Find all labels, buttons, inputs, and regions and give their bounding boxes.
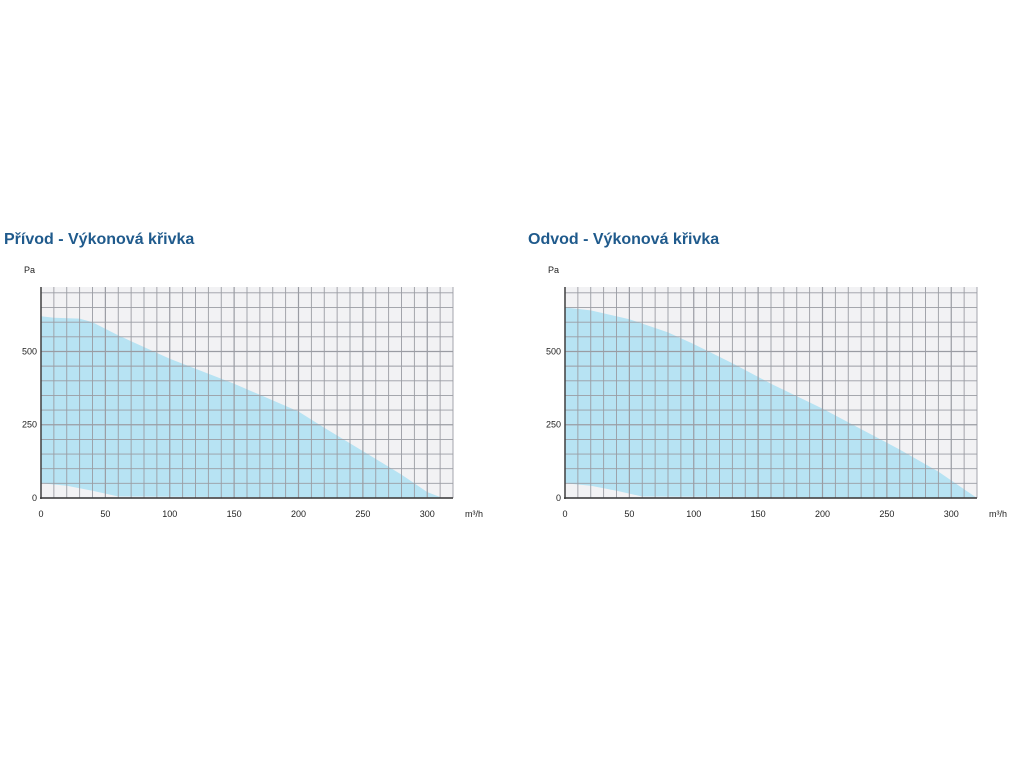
x-tick-label: 300 — [944, 509, 959, 519]
x-tick-label: 250 — [355, 509, 370, 519]
x-tick-label: 100 — [686, 509, 701, 519]
supply-performance-chart: 0 50 100 150 200 250 300 0 250 500 Pa m³/h — [22, 265, 483, 519]
y-tick-label: 250 — [546, 420, 561, 430]
x-tick-label: 250 — [879, 509, 894, 519]
x-tick-label: 300 — [420, 509, 435, 519]
y-tick-label: 0 — [556, 493, 561, 503]
exhaust-chart-panel: Odvod - Výkonová křivka 0 50 100 150 200 250 3… — [524, 0, 1024, 768]
x-tick-label: 0 — [562, 509, 567, 519]
performance-area — [41, 316, 443, 498]
supply-chart-panel: Přívod - Výkonová křivka 0 50 100 150 200 250… — [4, 231, 483, 519]
y-axis-unit-label: Pa — [548, 265, 559, 275]
x-tick-label: 200 — [291, 509, 306, 519]
x-axis-unit-label: m³/h — [465, 509, 483, 519]
x-tick-label: 50 — [100, 509, 110, 519]
y-tick-label: 250 — [22, 420, 37, 430]
chart-title: Přívod - Výkonová křivka — [4, 231, 195, 248]
y-tick-label: 500 — [546, 346, 561, 356]
chart-title: Odvod - Výkonová křivka — [528, 231, 720, 248]
x-tick-label: 150 — [227, 509, 242, 519]
x-axis-unit-label: m³/h — [989, 509, 1007, 519]
x-tick-label: 100 — [162, 509, 177, 519]
x-tick-label: 150 — [751, 509, 766, 519]
exhaust-performance-chart: 0 50 100 150 200 250 300 0 250 500 Pa m³/h — [546, 265, 1007, 519]
x-tick-label: 0 — [38, 509, 43, 519]
x-tick-label: 50 — [624, 509, 634, 519]
y-tick-label: 500 — [22, 346, 37, 356]
y-axis-unit-label: Pa — [24, 265, 35, 275]
y-tick-label: 0 — [32, 493, 37, 503]
x-tick-label: 200 — [815, 509, 830, 519]
